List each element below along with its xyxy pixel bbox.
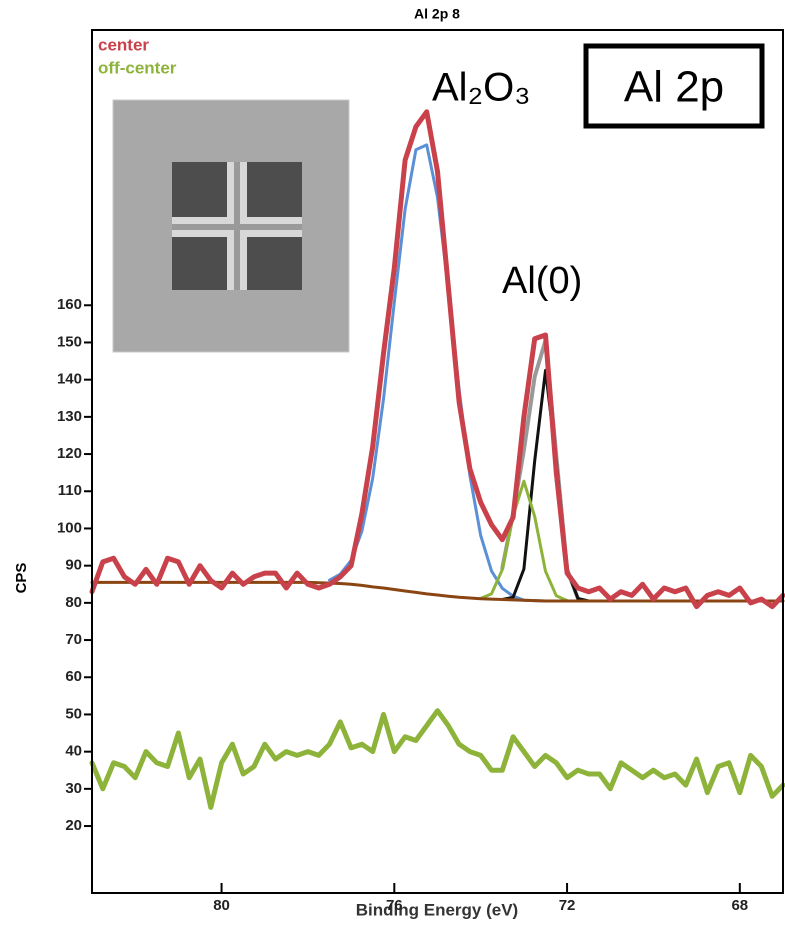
y-tick-label: 110: [58, 482, 82, 499]
x-tick-label: 76: [386, 897, 403, 914]
y-tick-label: 70: [65, 631, 82, 648]
y-tick-label: 90: [65, 557, 82, 574]
data-line: [90, 580, 785, 603]
annotation-box: [583, 43, 765, 129]
y-tick-label: 50: [65, 705, 82, 722]
y-tick-label: 120: [57, 445, 82, 462]
y-tick-label: 100: [57, 519, 82, 536]
data-line: [500, 368, 591, 603]
plot-frame: [91, 29, 784, 894]
legend-entry: off-center: [98, 58, 177, 77]
data-line: [89, 708, 785, 810]
annotation: Al 2p: [624, 63, 724, 112]
x-tick-label: 72: [559, 897, 576, 914]
y-tick-label: 30: [65, 780, 82, 797]
x-tick-label: 68: [731, 897, 748, 914]
x-tick-label: 80: [213, 897, 230, 914]
y-tick-label: 60: [65, 668, 82, 685]
data-line: [89, 109, 785, 610]
legend-entry: center: [98, 35, 149, 54]
plot-area: [89, 109, 785, 810]
chart-title: Al 2p 8: [414, 6, 460, 22]
y-tick-label: 150: [57, 333, 82, 350]
y-tick-label: 160: [57, 296, 82, 313]
inset-photo: [112, 99, 350, 353]
annotation: Al(0): [502, 260, 582, 302]
y-tick-label: 40: [65, 743, 82, 760]
y-tick-label: 20: [65, 817, 82, 834]
data-line: [479, 479, 569, 603]
annotation: Al₂O₃: [432, 66, 531, 110]
y-tick-label: 140: [57, 371, 82, 388]
y-axis-label: CPS: [13, 563, 30, 594]
x-axis-label: Binding Energy (eV): [356, 900, 518, 919]
y-tick-label: 130: [57, 408, 82, 425]
y-tick-label: 80: [65, 594, 82, 611]
